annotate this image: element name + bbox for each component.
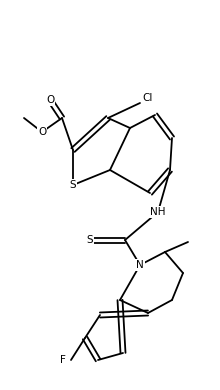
Text: S: S [70,180,76,190]
Text: S: S [87,235,93,245]
Text: O: O [46,95,54,105]
Text: NH: NH [150,207,166,217]
Text: F: F [60,355,66,365]
Text: N: N [136,260,144,270]
Text: O: O [38,127,46,137]
Text: Cl: Cl [143,93,153,103]
